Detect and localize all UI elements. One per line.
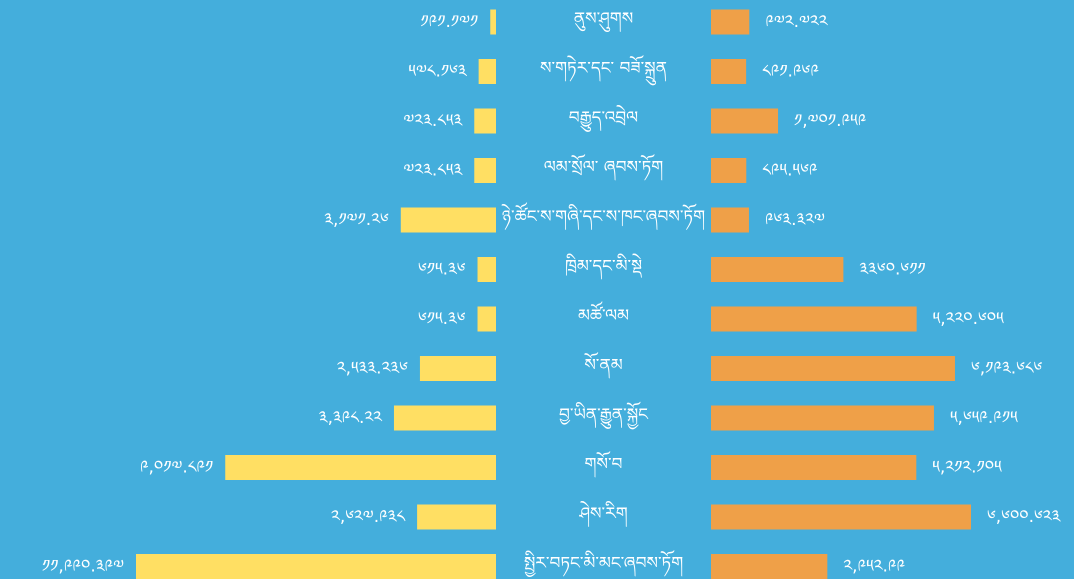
- left-bar: [400, 207, 496, 233]
- left-bar: [490, 9, 496, 35]
- right-bar: [711, 554, 828, 579]
- left-bar: [419, 356, 496, 381]
- left-value-label: ༢,༥༣༣.༢༣༦: [337, 359, 408, 379]
- left-value-label: ༩,༠༡༧.༨༩༡: [140, 458, 213, 478]
- right-value-label: ༦,༡༩༣.༦༨༦: [971, 359, 1043, 379]
- right-bar: [711, 257, 844, 282]
- category-label: ཉེ་ཚོང་ས་གཞི་དང་ས་ཁང་ཞབས་ཏོག: [501, 202, 705, 231]
- right-bar: [711, 9, 750, 35]
- left-bar: [477, 306, 496, 332]
- right-value-label: ༣༣༦༠.༦༡༡: [859, 260, 925, 280]
- right-value-label: ༢,༩༥༢.༩༩: [843, 557, 905, 577]
- category-label: སོ་ནམ: [584, 352, 623, 380]
- right-bar: [711, 158, 747, 183]
- left-bar: [474, 158, 496, 183]
- right-bar: [711, 455, 917, 480]
- left-value-label: ༦༡༥.༣༦: [418, 309, 466, 329]
- category-label: ལམ་སྲོལ་ ཞབས་ཏོག: [544, 154, 663, 182]
- left-value-label: ༡༡,༩༩༠.༣༩༧: [42, 557, 124, 577]
- category-label: ཁྲིམ་དང་མི་སྡེ: [565, 254, 642, 281]
- left-bar: [474, 108, 496, 134]
- left-value-label: ༣,༣༩༨.༢༢: [319, 408, 383, 428]
- right-value-label: ༥,༢༡༢.༡༠༥: [932, 458, 1002, 478]
- right-bar: [711, 306, 917, 332]
- category-label: བྱ་ཡིན་རྒྱུན་སྐྱོང: [559, 401, 649, 430]
- right-value-label: ༨༩༡.༩༦༩: [762, 62, 819, 82]
- right-bar: [711, 59, 747, 84]
- right-value-label: ༥,༦༥༩.༩༡༥: [950, 408, 1018, 428]
- left-value-label: ༢,༦༢༧.༩༣༨: [331, 507, 405, 527]
- left-bar: [477, 257, 496, 282]
- left-value-label: ༥༧༨.༡༦༣: [408, 62, 468, 82]
- right-value-label: ༥,༢༢༠.༦༠༥: [933, 309, 1004, 329]
- category-label: ནུས་ཤུགས: [574, 9, 633, 33]
- right-bar: [711, 405, 934, 431]
- left-bar: [225, 455, 497, 480]
- right-bar: [711, 207, 749, 233]
- category-label: མཚོ་ལམ: [578, 301, 629, 326]
- left-bar: [417, 504, 496, 530]
- right-value-label: ༦,༦༠༠.༦༢༣: [987, 507, 1062, 527]
- category-label: ཤེས་རིག: [578, 501, 627, 528]
- right-value-label: ༨༩༥.༥༦༩: [762, 161, 818, 181]
- right-bar: [711, 356, 955, 381]
- left-bar: [478, 59, 496, 84]
- left-value-label: ༧༢༣.༨༥༣: [403, 161, 463, 181]
- category-label: བརྒྱུད་འབྲེལ: [569, 105, 638, 132]
- right-value-label: ༩༦༣.༣༢༧: [765, 210, 825, 230]
- right-bar: [711, 108, 779, 134]
- left-bar: [136, 554, 496, 579]
- category-label: སྤྱིར་བཏང་མི་མང་ཞབས་ཏོག: [524, 550, 683, 578]
- right-bar: [711, 504, 971, 530]
- left-value-label: ༦༡༥.༣༦: [418, 260, 466, 280]
- category-label: གསོ་བ: [585, 451, 623, 479]
- left-value-label: ༡༩༡.༡༧༡: [420, 12, 478, 32]
- right-value-label: ༡,༧༠༡.༩༥༩: [794, 111, 867, 131]
- category-label: ས་གཏེར་དང་ བཟོ་སྐྲུན: [540, 55, 667, 86]
- left-bar: [393, 405, 496, 431]
- left-value-label: ༣,༡༧༡.༢༦: [324, 210, 389, 230]
- right-value-label: ༩༧༢.༧༢༢: [765, 12, 828, 32]
- left-value-label: ༧༢༣.༨༥༣: [403, 111, 463, 131]
